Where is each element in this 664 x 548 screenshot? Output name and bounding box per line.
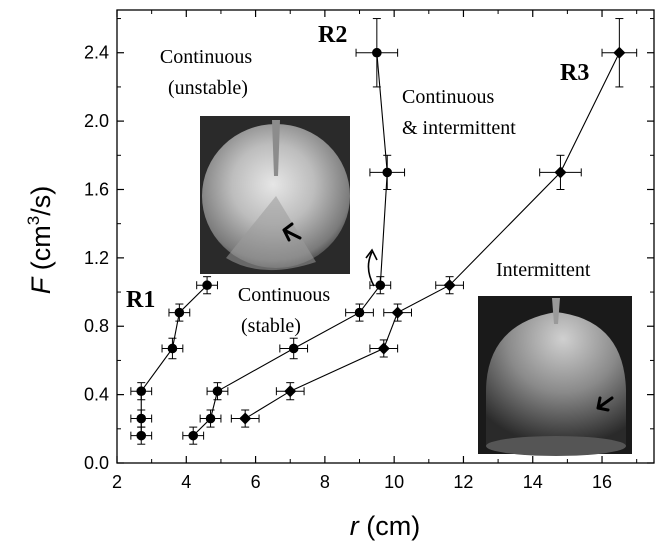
data-point-r2	[212, 386, 223, 397]
data-point-r3	[443, 279, 456, 292]
y-tick-label: 2.0	[84, 111, 109, 131]
data-point-r1	[136, 413, 147, 424]
data-point-r3	[554, 166, 567, 179]
plot-frame	[116, 9, 655, 464]
x-tick-label: 10	[384, 472, 404, 492]
data-point-r3	[391, 306, 404, 319]
y-axis-unit-sup: 3	[24, 216, 43, 225]
y-tick-label: 0.0	[84, 453, 109, 473]
data-point-r3	[284, 385, 297, 398]
data-point-r3	[613, 46, 626, 59]
data-point-r2	[354, 307, 365, 318]
data-point-r2	[205, 413, 216, 424]
x-tick-label: 14	[523, 472, 543, 492]
series-r2	[182, 18, 406, 445]
curved-arrow-head	[365, 248, 378, 261]
annotation-continuous-intermittent-2: & intermittent	[402, 117, 516, 139]
annotation-continuous-unstable-2: (unstable)	[168, 77, 248, 99]
series-label-r2: R2	[318, 22, 347, 48]
y-tick-label: 1.6	[84, 179, 109, 199]
y-axis-unit-open: (cm	[26, 225, 56, 277]
annotation-continuous-stable-2: (stable)	[241, 315, 301, 337]
y-tick-label: 1.2	[84, 248, 109, 268]
y-tick-label: 0.4	[84, 385, 109, 405]
axis-ticks: 2 4 6 8 10 12 14 16 0.0 0.4 0.8 1.2 1.6 2.0 2.4	[84, 10, 654, 492]
y-tick-label: 0.8	[84, 316, 109, 336]
inset-photo-intermittent-cone	[478, 296, 632, 456]
data-point-r2	[382, 167, 393, 178]
annotation-continuous-stable-1: Continuous	[238, 284, 330, 306]
y-axis-unit-close: /s)	[26, 186, 56, 216]
x-axis-title: r (cm)	[350, 511, 420, 541]
data-point-r3	[377, 342, 390, 355]
series-label-r3: R3	[560, 60, 589, 86]
series-r3	[230, 18, 638, 428]
data-point-r1	[136, 430, 147, 441]
y-axis-symbol: F	[26, 276, 56, 294]
data-point-r1	[202, 280, 212, 291]
annotation-intermittent: Intermittent	[496, 259, 591, 281]
data-point-r1	[136, 386, 147, 397]
data-point-r3	[239, 412, 252, 425]
inset-photo-stable-cone	[200, 116, 350, 274]
x-tick-label: 2	[112, 472, 122, 492]
plot-area	[130, 18, 638, 445]
data-point-r2	[188, 430, 199, 441]
x-tick-label: 16	[592, 472, 612, 492]
y-axis-title: F (cm3/s)	[24, 186, 56, 294]
annotation-continuous-unstable-1: Continuous	[160, 46, 252, 68]
x-tick-label: 6	[251, 472, 261, 492]
data-point-r2	[288, 343, 299, 354]
series-label-r1: R1	[126, 287, 155, 313]
data-point-r2	[375, 280, 386, 291]
data-point-r1	[167, 343, 178, 354]
x-tick-label: 4	[181, 472, 191, 492]
data-point-r1	[174, 307, 185, 318]
x-tick-label: 12	[453, 472, 473, 492]
data-point-r2	[372, 47, 382, 58]
y-tick-label: 2.4	[84, 43, 109, 63]
curved-arrow	[367, 251, 375, 287]
annotation-continuous-intermittent-1: Continuous	[402, 86, 494, 108]
series-r1	[130, 276, 218, 445]
x-tick-label: 8	[320, 472, 330, 492]
x-axis-symbol: r	[350, 511, 360, 541]
x-axis-unit: (cm)	[359, 511, 420, 541]
